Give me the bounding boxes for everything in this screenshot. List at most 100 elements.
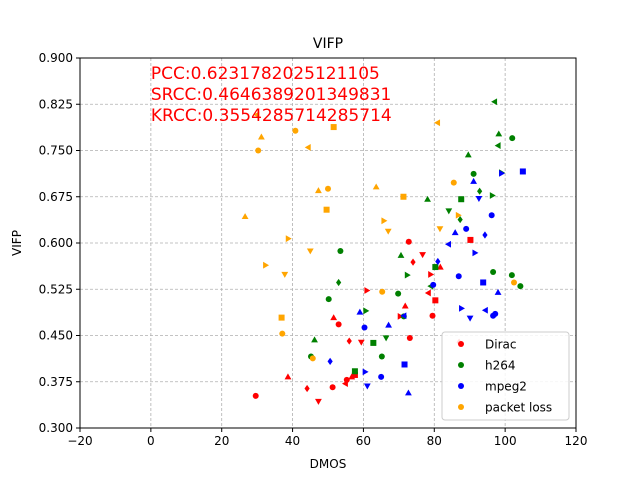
data-point xyxy=(436,226,444,233)
data-point xyxy=(281,271,289,278)
data-point xyxy=(378,373,385,380)
legend-label: mpeg2 xyxy=(485,380,527,394)
y-tick-label: 0.750 xyxy=(39,144,73,158)
data-point xyxy=(450,179,457,186)
legend-label: h264 xyxy=(485,359,516,373)
legend-marker xyxy=(458,404,464,410)
data-point xyxy=(370,339,377,346)
data-point xyxy=(384,228,392,235)
data-point xyxy=(429,312,436,319)
data-point xyxy=(430,281,437,288)
chart-title: VIFP xyxy=(313,36,343,52)
data-point xyxy=(432,264,439,271)
stat-annotation: SRCC:0.4646389201349831 xyxy=(151,85,392,105)
data-point xyxy=(482,231,488,239)
data-point xyxy=(356,308,364,315)
data-point xyxy=(351,368,358,375)
y-tick-label: 0.900 xyxy=(39,51,73,65)
y-tick-label: 0.375 xyxy=(39,375,73,389)
data-point xyxy=(363,307,370,315)
data-point xyxy=(517,283,524,290)
data-point xyxy=(285,235,292,243)
data-point xyxy=(346,337,352,345)
data-point xyxy=(357,339,365,346)
data-point xyxy=(424,195,431,202)
data-point xyxy=(257,133,265,140)
data-point xyxy=(400,312,407,320)
data-point xyxy=(405,389,412,396)
data-point xyxy=(351,371,358,378)
data-point xyxy=(279,330,286,337)
x-tick-label: 80 xyxy=(427,434,442,448)
data-point xyxy=(241,213,249,220)
data-point xyxy=(464,151,472,158)
data-point xyxy=(337,248,344,255)
data-point xyxy=(252,392,259,399)
legend: Dirac h264 mpeg2 packet loss xyxy=(441,331,570,421)
data-point xyxy=(466,315,474,322)
y-tick-label: 0.825 xyxy=(39,97,73,111)
data-point xyxy=(397,251,405,258)
data-point xyxy=(397,312,404,320)
data-point xyxy=(472,249,479,257)
legend-box xyxy=(441,331,570,421)
data-point xyxy=(379,288,386,295)
data-point xyxy=(492,310,499,317)
data-point xyxy=(455,211,462,219)
data-point xyxy=(330,314,338,321)
y-tick-label: 0.525 xyxy=(39,282,73,296)
stat-annotation: PCC:0.6231782025121105 xyxy=(151,64,380,84)
data-point xyxy=(509,135,516,142)
legend-label: packet loss xyxy=(485,401,552,415)
y-tick-label: 0.675 xyxy=(39,190,73,204)
data-point xyxy=(459,304,465,312)
y-tick-label: 0.450 xyxy=(39,329,73,343)
data-point xyxy=(436,263,444,270)
data-point xyxy=(494,142,501,149)
legend-label: Dirac xyxy=(485,338,516,352)
data-point xyxy=(330,124,337,131)
data-point xyxy=(480,279,487,286)
stat-annotation: KRCC:0.3554285714285714 xyxy=(151,106,392,126)
data-point xyxy=(499,169,505,177)
data-point xyxy=(306,248,314,255)
data-point xyxy=(372,183,380,190)
data-point xyxy=(363,383,371,390)
data-point xyxy=(424,289,431,297)
x-tick-label: 20 xyxy=(214,434,229,448)
data-point xyxy=(410,258,416,266)
data-point xyxy=(489,192,496,199)
data-point xyxy=(381,217,388,225)
data-point xyxy=(309,355,316,362)
data-point xyxy=(323,206,330,213)
data-point xyxy=(458,196,465,203)
data-point xyxy=(481,306,488,314)
data-point xyxy=(470,177,478,184)
data-points xyxy=(241,98,526,405)
data-point xyxy=(455,273,462,280)
data-point xyxy=(434,119,441,127)
x-tick-label: −20 xyxy=(67,434,92,448)
data-point xyxy=(325,296,332,303)
data-point xyxy=(490,268,497,275)
data-point xyxy=(445,208,453,215)
data-point xyxy=(327,357,333,365)
data-point xyxy=(401,361,408,368)
x-tick-label: 0 xyxy=(147,434,155,448)
data-point xyxy=(432,297,439,304)
data-point xyxy=(315,398,322,405)
data-point xyxy=(382,335,390,342)
x-axis-label: DMOS xyxy=(310,457,347,471)
data-point xyxy=(385,321,392,328)
data-point xyxy=(435,257,441,266)
data-point xyxy=(362,368,369,376)
data-point xyxy=(494,288,502,295)
data-point xyxy=(508,272,515,279)
data-point xyxy=(428,271,435,278)
x-tick-label: 60 xyxy=(356,434,371,448)
data-point xyxy=(292,127,299,134)
data-point xyxy=(404,271,411,279)
data-point xyxy=(284,373,292,380)
data-point xyxy=(457,215,463,224)
